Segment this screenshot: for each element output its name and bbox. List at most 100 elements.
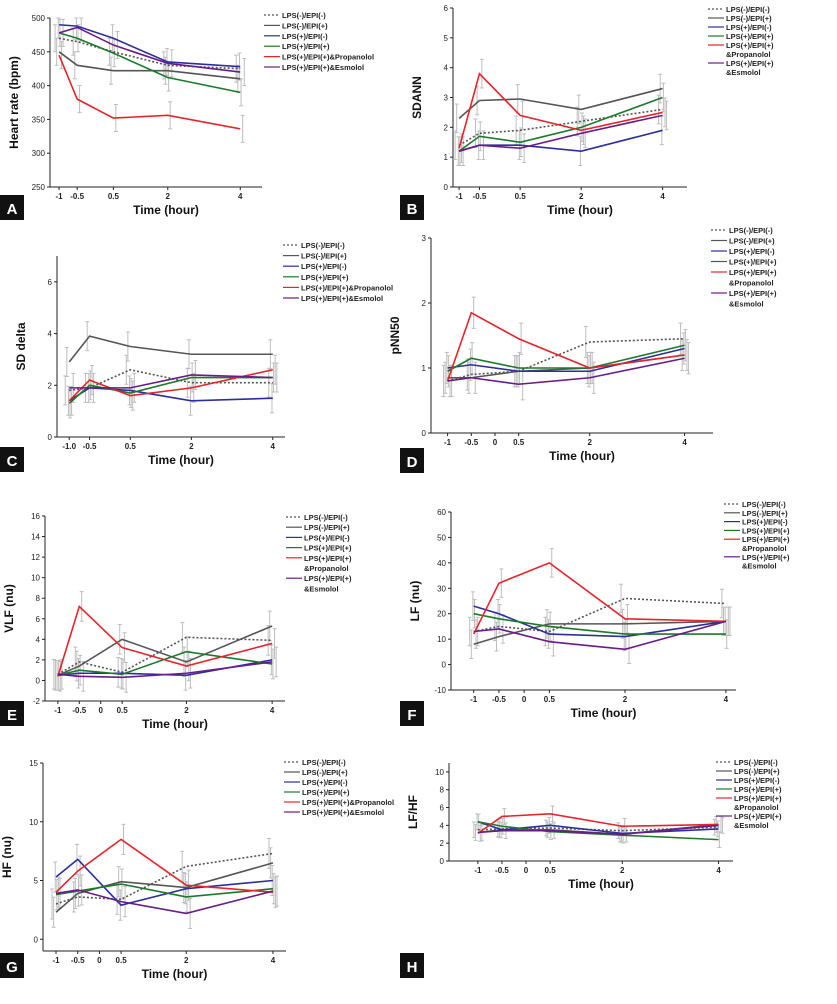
x-tick-label: 0: [98, 706, 103, 715]
y-tick-label: 10: [31, 574, 40, 583]
legend-label: &Propanolol: [729, 279, 774, 288]
legend: LPS(-)/EPI(-)LPS(-)/EPI(+)LPS(+)/EPI(-)L…: [284, 758, 394, 817]
y-tick-label: 250: [32, 183, 46, 192]
series-line: [477, 824, 719, 836]
legend-label: LPS(+)/EPI(+): [729, 289, 777, 298]
chart-panel-a: 250 300 350 400 450 500 -1 -0.5 0.5 2 4 Time (hour)…: [0, 11, 374, 220]
series-line: [59, 23, 241, 68]
y-tick-label: 0: [34, 935, 39, 944]
chart-panel-b: 0 1 2 3 4 5 6 -1 -0.5 0.5 2 4 Time (hour) SDANN LPS(-)…: [400, 4, 774, 220]
legend-label: LPS(+)/EPI(+)&Propanolol: [301, 283, 393, 292]
series-line: [55, 852, 274, 905]
y-tick-label: 4: [440, 821, 445, 830]
series-line: [68, 368, 273, 402]
chart-panel-f: -10 0 10 20 30 40 50 60 -1 -0.5 0 0.5 2 4 Time (hour) L…: [400, 500, 790, 726]
legend-label: LPS(+)/EPI(+)&Propanolol: [282, 53, 374, 62]
x-tick-label: -1: [54, 706, 62, 715]
y-axis-title: VLF (nu): [2, 584, 16, 633]
panel-label: A: [7, 201, 18, 218]
y-tick-label: 60: [437, 508, 446, 517]
x-tick-label: 0.5: [513, 438, 525, 447]
series-line: [477, 812, 719, 835]
panel-label-box: [0, 447, 24, 472]
y-tick-label: 0: [444, 183, 449, 192]
legend-label: LPS(+)/EPI(+)&Esmolol: [301, 294, 383, 303]
y-tick-label: 6: [440, 804, 445, 813]
legend-label: LPS(-)/EPI(-): [302, 758, 346, 767]
x-tick-label: 2: [166, 192, 171, 201]
y-tick-label: 3: [422, 234, 427, 243]
x-tick-label: 4: [271, 442, 276, 451]
legend-label: LPS(+)/EPI(+)&Propanolol: [302, 798, 394, 807]
legend-label: LPS(-)/EPI(-): [729, 226, 773, 235]
x-tick-label: -1: [470, 695, 478, 704]
x-tick-label: 2: [620, 866, 625, 875]
series-line: [58, 54, 241, 130]
y-tick-label: 10: [437, 635, 446, 644]
series-line: [68, 335, 273, 363]
panel-label: E: [7, 707, 17, 724]
series-line: [58, 32, 241, 94]
legend-label: LPS(+)/EPI(+): [304, 554, 352, 563]
x-tick-label: 4: [724, 695, 729, 704]
x-tick-label: 0.5: [515, 192, 527, 201]
legend-label: &Propanolol: [742, 544, 787, 553]
y-tick-label: 0: [36, 676, 41, 685]
panel-label-box: [400, 195, 424, 220]
legend-label: LPS(+)/EPI(-): [282, 32, 328, 41]
legend-label: LPS(+)/EPI(+): [304, 544, 352, 553]
x-tick-label: 4: [271, 956, 276, 965]
x-tick-label: -1: [444, 438, 452, 447]
legend-label: LPS(+)/EPI(+): [734, 794, 782, 803]
series-line: [473, 620, 726, 645]
x-tick-label: 0.5: [108, 192, 120, 201]
y-tick-label: 6: [444, 4, 449, 13]
legend-label: LPS(-)/EPI(-): [282, 11, 326, 20]
legend: LPS(-)/EPI(-)LPS(-)/EPI(+)LPS(+)/EPI(-)L…: [708, 5, 774, 77]
series-line: [68, 376, 273, 404]
legend: LPS(-)/EPI(-)LPS(-)/EPI(+)LPS(+)/EPI(-)L…: [724, 500, 790, 571]
panel-label-box: [400, 953, 424, 978]
x-tick-label: -1: [456, 192, 464, 201]
chart-panel-g: 0 5 10 15 -1 -0.5 0 0.5 2 4 Time (hour) HF (nu) LPS(…: [0, 758, 394, 981]
chart-panel-c: 0 2 4 6 -1.0 -0.5 0.5 2 4 Time (hour) SD delta LPS(…: [0, 241, 393, 472]
series-line: [458, 114, 663, 152]
series-line: [477, 821, 719, 841]
x-axis-title: Time (hour): [571, 706, 637, 720]
legend-label: LPS(-)/EPI(+): [726, 14, 772, 23]
y-tick-label: 0: [48, 433, 53, 442]
x-tick-label: -0.5: [71, 956, 85, 965]
y-tick-label: 14: [31, 533, 40, 542]
series-line: [473, 612, 726, 635]
series-line: [58, 51, 241, 80]
legend-label: LPS(+)/EPI(+): [302, 788, 350, 797]
error-bars: [50, 823, 279, 929]
panel-label-box: [400, 448, 424, 473]
legend-label: LPS(-)/EPI(+): [302, 768, 348, 777]
legend-label: LPS(+)/EPI(+): [729, 268, 777, 277]
y-tick-label: 1: [422, 364, 427, 373]
y-tick-label: 2: [422, 299, 427, 308]
legend-label: &Esmolol: [729, 300, 764, 309]
panel-label-box: [0, 953, 24, 978]
y-tick-label: 15: [29, 759, 38, 768]
legend-label: LPS(-)/EPI(+): [734, 767, 780, 776]
legend-label: LPS(+)/EPI(+): [742, 526, 790, 535]
x-tick-label: 2: [623, 695, 628, 704]
panel-label: F: [407, 707, 416, 724]
series-line: [55, 862, 274, 913]
y-tick-label: 2: [440, 839, 445, 848]
legend-label: &Propanolol: [734, 803, 779, 812]
series-line: [473, 605, 727, 638]
legend: LPS(-)/EPI(-)LPS(-)/EPI(+)LPS(+)/EPI(-)L…: [283, 241, 393, 303]
error-bars: [441, 296, 691, 401]
x-axis-title: Time (hour): [133, 203, 199, 217]
legend-label: LPS(+)/EPI(+): [729, 258, 777, 267]
y-tick-label: 400: [32, 82, 46, 91]
y-tick-label: 6: [48, 278, 53, 287]
legend-label: LPS(+)/EPI(-): [302, 778, 348, 787]
y-tick-label: 8: [440, 786, 445, 795]
panel-label: G: [6, 959, 18, 976]
y-tick-label: 500: [32, 14, 46, 23]
series-line: [55, 883, 274, 898]
